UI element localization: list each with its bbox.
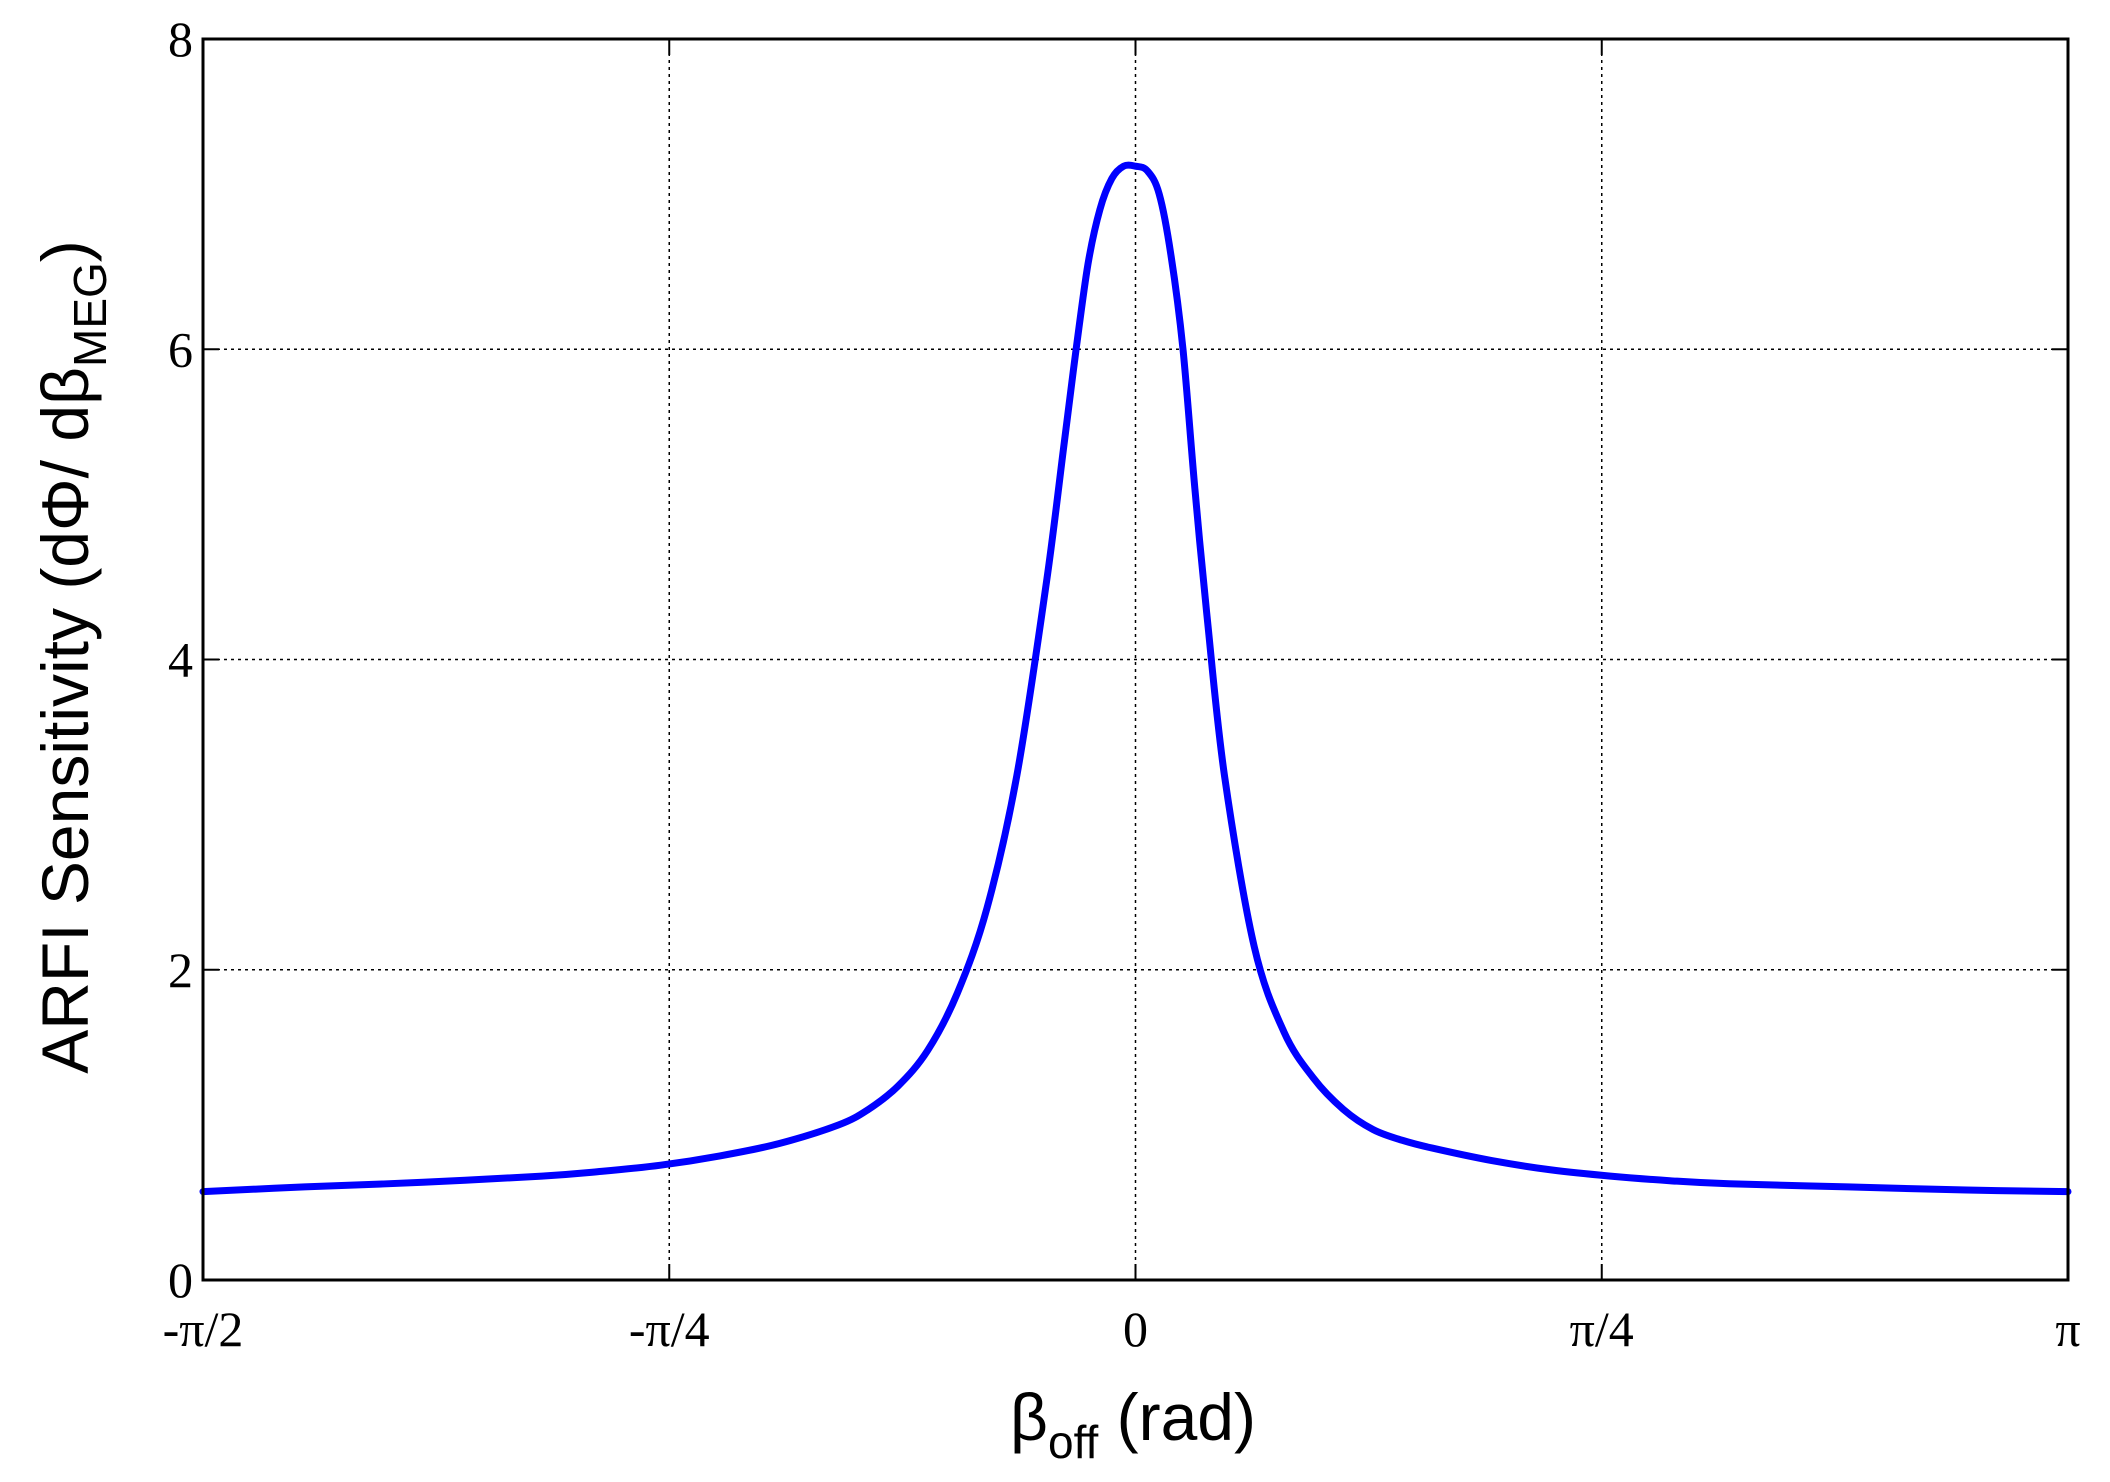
y-tick-label: 0 <box>168 1252 193 1308</box>
y-tick-label: 8 <box>168 11 193 67</box>
x-tick-label: π <box>2055 1301 2080 1357</box>
x-tick-label: π/4 <box>1570 1301 1634 1357</box>
x-tick-label: -π/4 <box>629 1301 710 1357</box>
x-tick-label: 0 <box>1123 1301 1148 1357</box>
x-axis-label: βoff (rad) <box>1010 1380 1256 1468</box>
y-tick-label: 6 <box>168 321 193 377</box>
x-tick-labels: -π/2 -π/4 0 π/4 π <box>163 1301 2081 1357</box>
x-tick-label: -π/2 <box>163 1301 244 1357</box>
y-tick-labels: 0 2 4 6 8 <box>168 11 193 1308</box>
y-tick-label: 2 <box>168 942 193 998</box>
y-axis-label: ARFI Sensitivity (dΦ/ dβMEG) <box>28 240 116 1074</box>
ticks <box>202 38 2069 1281</box>
y-tick-label: 4 <box>168 632 193 688</box>
series-line <box>199 161 2072 1196</box>
grid <box>203 39 2068 1280</box>
